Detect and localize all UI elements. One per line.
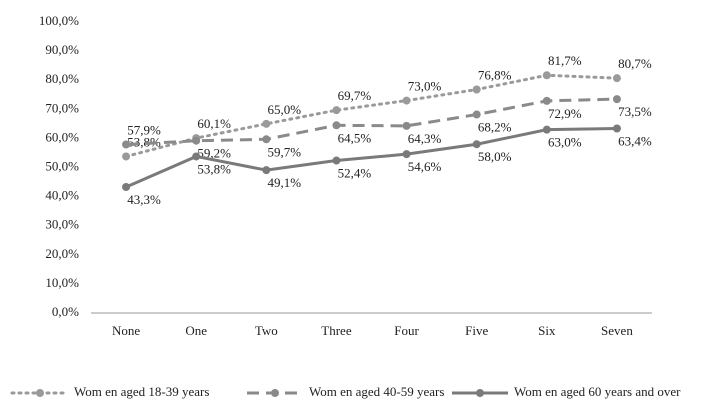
- point: [542, 96, 551, 105]
- point: [262, 135, 271, 144]
- x-tick-label: Three: [321, 323, 352, 338]
- x-tick-label: None: [112, 323, 140, 338]
- y-tick-label: 90,0%: [45, 42, 79, 57]
- y-tick-label: 100,0%: [39, 13, 79, 28]
- point: [612, 95, 621, 104]
- point: [612, 74, 621, 83]
- point: [192, 152, 201, 161]
- value-label: 54,6%: [408, 159, 442, 174]
- y-tick-label: 50,0%: [45, 158, 79, 173]
- value-label: 58,0%: [478, 149, 512, 164]
- point: [402, 150, 411, 159]
- value-label: 64,5%: [338, 130, 372, 145]
- y-tick-label: 30,0%: [45, 217, 79, 232]
- value-label: 52,4%: [338, 166, 372, 181]
- value-label: 73,0%: [408, 79, 442, 94]
- series-line: [125, 127, 617, 189]
- value-label: 72,9%: [548, 106, 582, 121]
- value-label: 68,2%: [478, 120, 512, 135]
- value-label: 80,7%: [618, 56, 652, 71]
- point: [262, 166, 271, 175]
- value-label: 73,5%: [618, 104, 652, 119]
- y-tick-label: 10,0%: [45, 275, 79, 290]
- point: [542, 71, 551, 80]
- series-line: [125, 97, 617, 147]
- point: [472, 140, 481, 149]
- value-label: 43,3%: [127, 192, 161, 207]
- y-tick-label: 20,0%: [45, 246, 79, 261]
- value-label: 59,7%: [268, 144, 302, 159]
- point: [122, 152, 131, 161]
- point: [192, 136, 201, 145]
- value-label: 81,7%: [548, 53, 582, 68]
- value-label: 53,8%: [197, 161, 231, 176]
- value-label: 49,1%: [268, 175, 302, 190]
- value-label: 63,0%: [548, 135, 582, 150]
- legend-marker: [271, 389, 279, 397]
- y-tick-label: 40,0%: [45, 188, 79, 203]
- point: [122, 140, 131, 149]
- x-tick-label: Five: [465, 323, 488, 338]
- value-label: 53,8%: [127, 134, 161, 149]
- value-label: 63,4%: [618, 133, 652, 148]
- legend-marker: [36, 389, 44, 397]
- point: [332, 106, 341, 115]
- point: [402, 121, 411, 130]
- x-tick-label: One: [185, 323, 207, 338]
- value-label: 60,1%: [197, 116, 231, 131]
- series-line: [124, 73, 619, 158]
- legend-label: Wom en aged 60 years and over: [514, 384, 681, 399]
- point: [472, 110, 481, 119]
- point: [542, 125, 551, 134]
- y-tick-label: 0,0%: [52, 304, 79, 319]
- x-tick-label: Two: [255, 323, 278, 338]
- legend-label: Wom en aged 40-59 years: [309, 384, 444, 399]
- y-tick-label: 60,0%: [45, 129, 79, 144]
- point: [262, 119, 271, 128]
- y-tick-label: 80,0%: [45, 71, 79, 86]
- point: [402, 96, 411, 105]
- y-tick-label: 70,0%: [45, 100, 79, 115]
- value-label: 64,3%: [408, 131, 442, 146]
- legend-marker: [476, 389, 484, 397]
- point: [332, 121, 341, 130]
- point: [332, 156, 341, 165]
- value-label: 65,0%: [268, 102, 302, 117]
- legend-label: Wom en aged 18-39 years: [74, 384, 209, 399]
- point: [472, 85, 481, 94]
- value-label: 76,8%: [478, 67, 512, 82]
- value-label: 57,9%: [127, 122, 161, 137]
- value-label: 69,7%: [338, 88, 372, 103]
- point: [612, 124, 621, 133]
- x-tick-label: Four: [394, 323, 419, 338]
- x-tick-label: Seven: [601, 323, 633, 338]
- point: [122, 182, 131, 191]
- x-tick-label: Six: [538, 323, 556, 338]
